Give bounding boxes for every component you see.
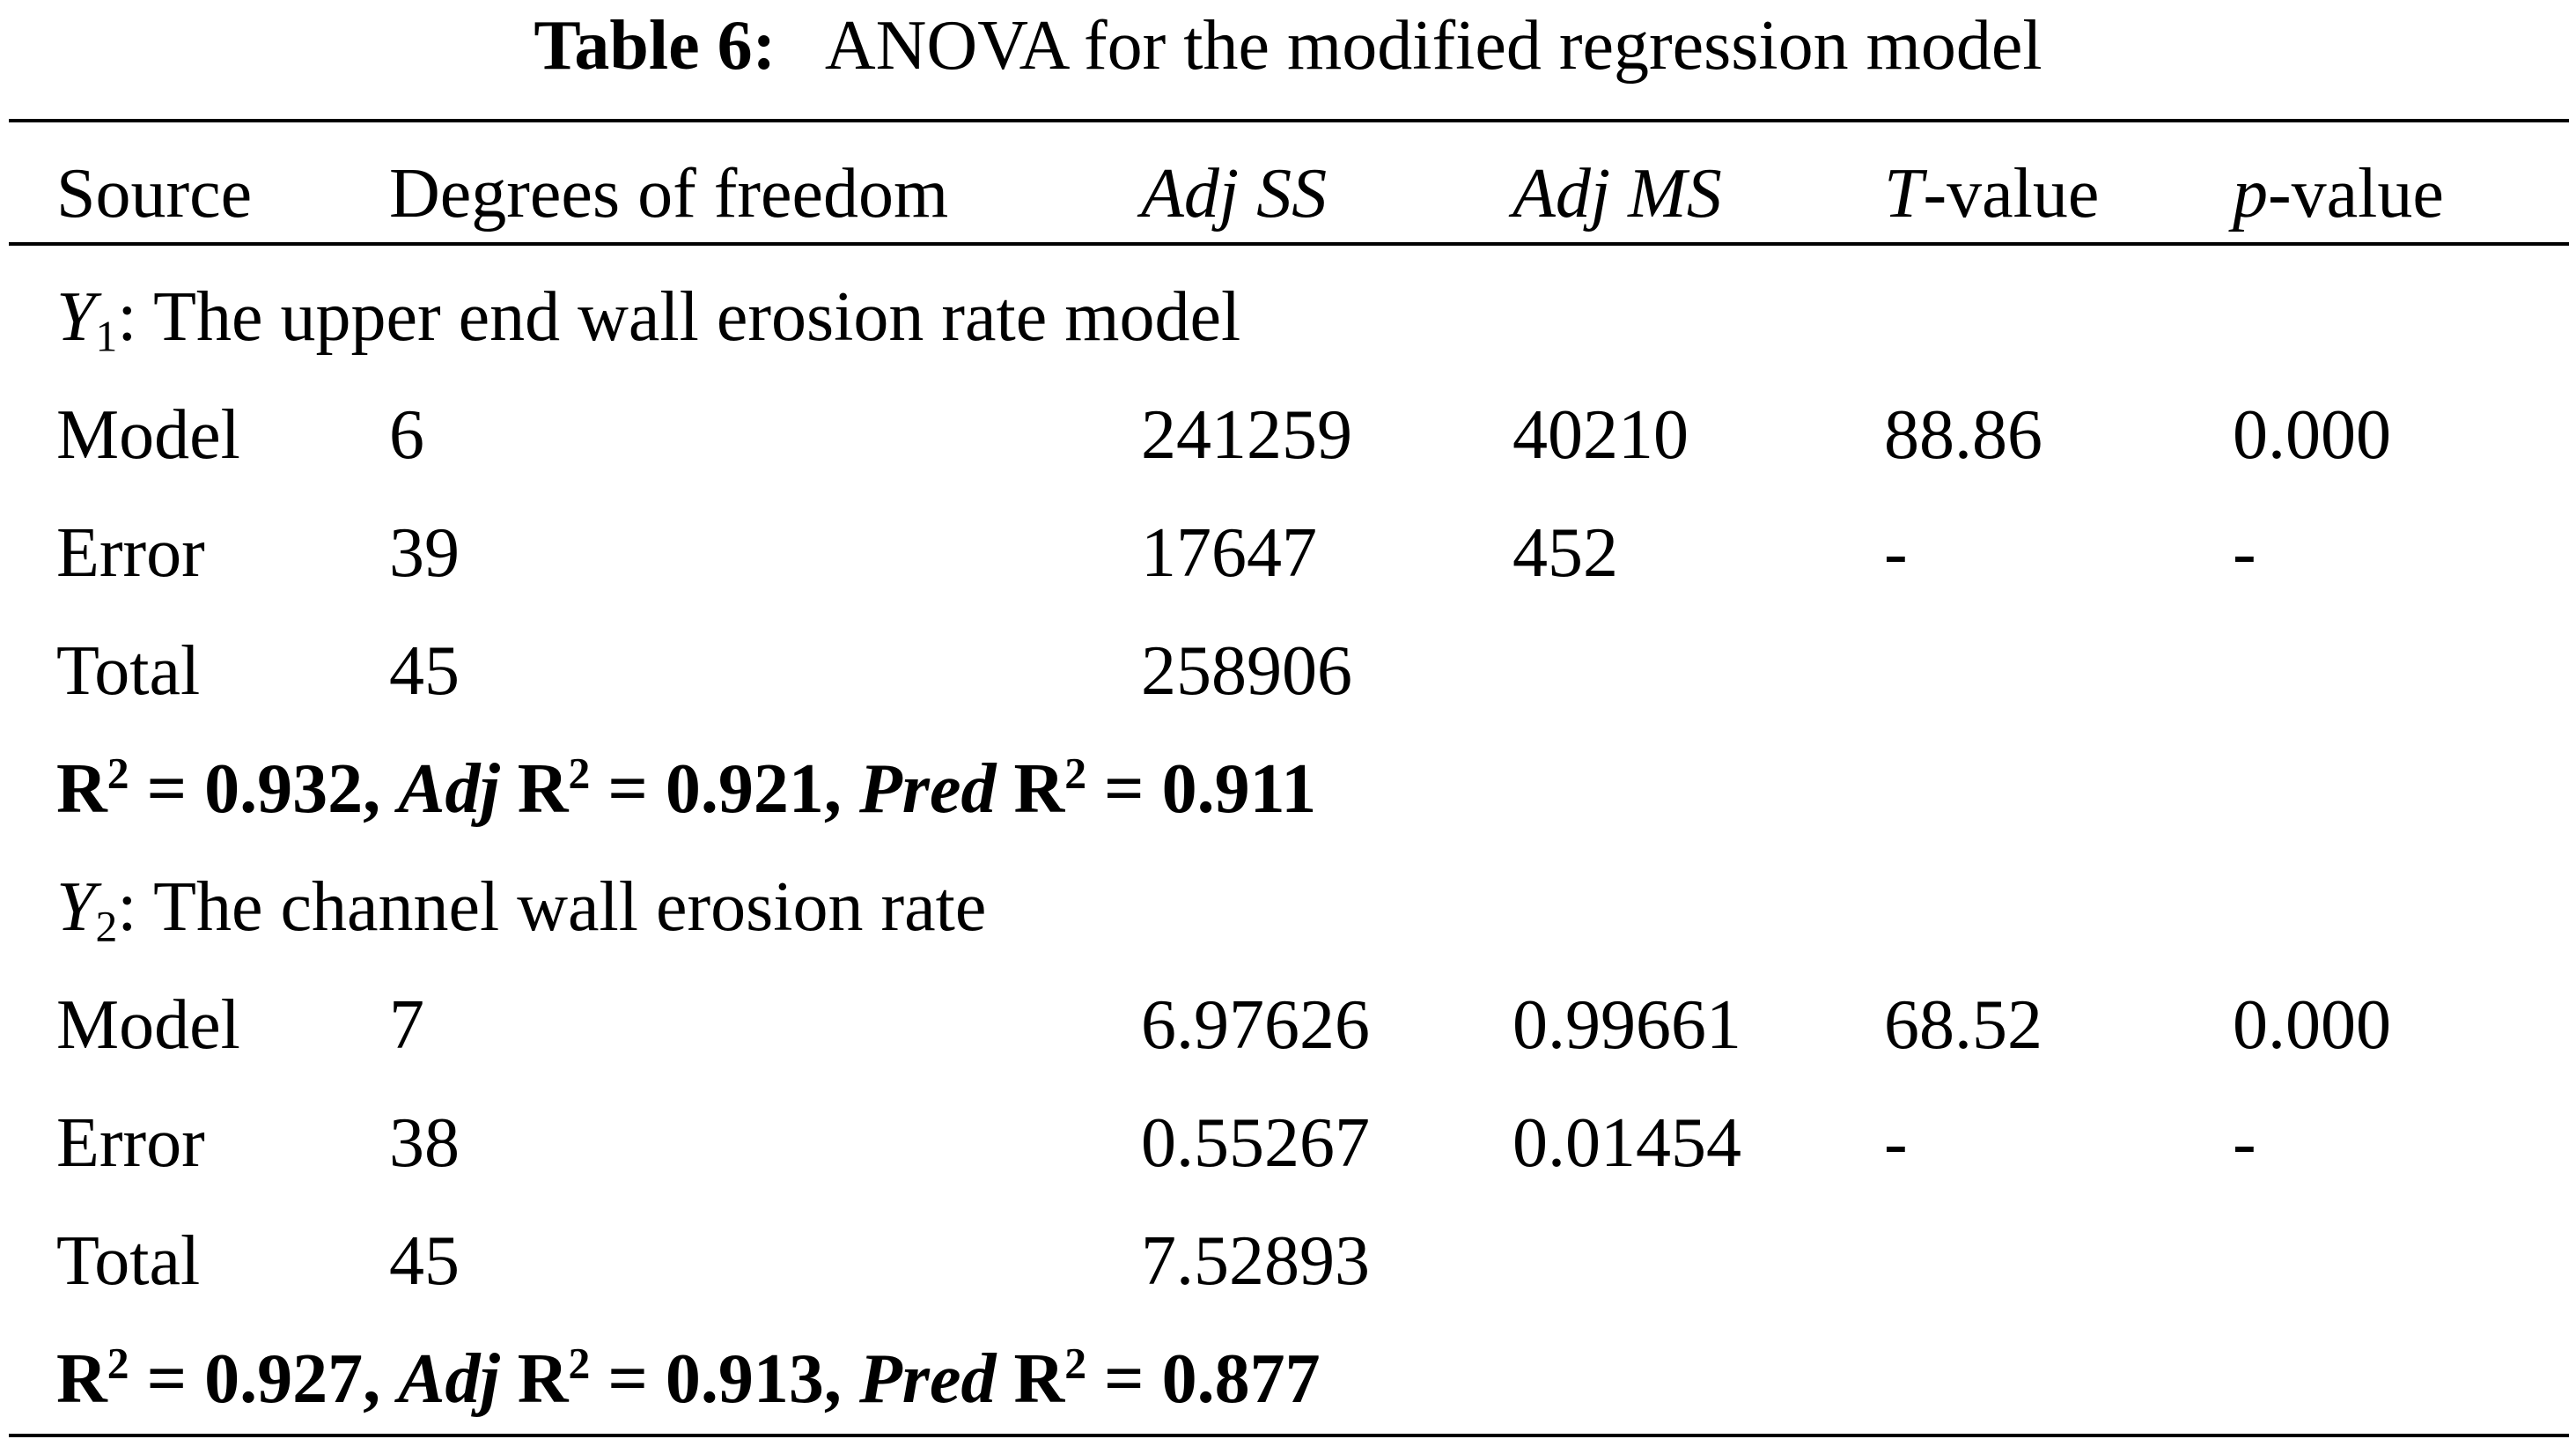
adj-r2-exp: 2 — [568, 1339, 591, 1388]
r2-exp: 2 — [107, 749, 129, 798]
cell-adj-ss: 241259 — [1141, 396, 1352, 474]
header-p-suffix: -value — [2268, 155, 2444, 232]
adj-r2-exp: 2 — [568, 749, 591, 798]
pred-r2-value: = 0.911 — [1086, 750, 1317, 828]
table-row: Model 7 6.97626 0.99661 68.52 0.000 — [0, 966, 2576, 1084]
cell-p-value: - — [2233, 514, 2256, 592]
r2-exp: 2 — [107, 1339, 129, 1388]
fit-stats-y2-text: R2 = 0.927, Adj R2 = 0.913, Pred R2 = 0.… — [56, 1320, 1321, 1438]
fit-stats-y1: R2 = 0.932, Adj R2 = 0.921, Pred R2 = 0.… — [0, 730, 2576, 848]
top-rule — [9, 119, 2569, 122]
cell-adj-ms: 40210 — [1512, 396, 1689, 474]
cell-p-value: 0.000 — [2233, 986, 2391, 1064]
r2-value: = 0.932, — [129, 750, 399, 828]
header-rule — [9, 242, 2569, 246]
r2-value: = 0.927, — [129, 1340, 399, 1418]
header-p-prefix: p — [2233, 155, 2268, 232]
cell-t-value: 88.86 — [1884, 396, 2042, 474]
y2-title: : The channel wall erosion rate — [117, 868, 987, 946]
header-p-value: p-value — [2233, 135, 2444, 253]
section-title-y1: Y1: The upper end wall erosion rate mode… — [0, 258, 2576, 376]
cell-dof: 6 — [389, 396, 424, 474]
adj-word: Adj — [398, 1340, 500, 1418]
y2-sub: 2 — [95, 902, 118, 951]
cell-adj-ss: 17647 — [1141, 514, 1317, 592]
cell-adj-ss: 6.97626 — [1141, 986, 1370, 1064]
cell-adj-ms: 0.99661 — [1512, 986, 1741, 1064]
cell-dof: 7 — [389, 986, 424, 1064]
cell-t-value: 68.52 — [1884, 986, 2042, 1064]
cell-dof: 45 — [389, 1222, 460, 1300]
cell-t-value: - — [1884, 1104, 1908, 1182]
cell-adj-ss: 0.55267 — [1141, 1104, 1370, 1182]
cell-source: Error — [56, 514, 205, 592]
cell-source: Model — [56, 986, 240, 1064]
cell-dof: 45 — [389, 632, 460, 710]
cell-adj-ss: 7.52893 — [1141, 1222, 1370, 1300]
header-row: Source Degrees of freedom Adj SS Adj MS … — [0, 135, 2576, 253]
header-adj-ms: Adj MS — [1512, 155, 1722, 232]
cell-t-value: - — [1884, 514, 1908, 592]
adj-word: Adj — [398, 750, 500, 828]
fit-stats-y1-text: R2 = 0.932, Adj R2 = 0.921, Pred R2 = 0.… — [56, 730, 1316, 848]
cell-adj-ss: 258906 — [1141, 632, 1352, 710]
table-row: Model 6 241259 40210 88.86 0.000 — [0, 376, 2576, 494]
table-row: Total 45 7.52893 — [0, 1202, 2576, 1320]
caption-label: Table 6: — [534, 7, 776, 85]
pred-r2-exp: 2 — [1064, 749, 1087, 798]
pred-r2-value: = 0.877 — [1086, 1340, 1321, 1418]
adj-r2-value: = 0.913, — [590, 1340, 859, 1418]
adj-r2-label: R — [499, 750, 569, 828]
y2-var: Y — [56, 868, 96, 946]
y1-title: : The upper end wall erosion rate model — [117, 278, 1241, 356]
cell-adj-ms: 452 — [1512, 514, 1618, 592]
cell-source: Model — [56, 396, 240, 474]
header-adj-ss: Adj SS — [1141, 155, 1328, 232]
table-row: Error 38 0.55267 0.01454 - - — [0, 1084, 2576, 1202]
cell-source: Total — [56, 632, 201, 710]
pred-r2-label: R — [996, 1340, 1065, 1418]
table-caption: Table 6: ANOVA for the modified regressi… — [0, 4, 2576, 88]
caption-spacer — [793, 7, 811, 85]
fit-stats-y2: R2 = 0.927, Adj R2 = 0.913, Pred R2 = 0.… — [0, 1320, 2576, 1438]
cell-source: Total — [56, 1222, 201, 1300]
adj-r2-label: R — [499, 1340, 569, 1418]
pred-word: Pred — [858, 750, 997, 828]
header-t-value: T-value — [1884, 135, 2099, 253]
pred-r2-exp: 2 — [1064, 1339, 1087, 1388]
pred-word: Pred — [858, 1340, 997, 1418]
adj-r2-value: = 0.921, — [590, 750, 859, 828]
section-title-y1-text: Y1: The upper end wall erosion rate mode… — [56, 258, 1240, 376]
header-source: Source — [56, 155, 253, 232]
cell-dof: 39 — [389, 514, 460, 592]
y1-var: Y — [56, 278, 96, 356]
header-dof: Degrees of freedom — [389, 155, 949, 232]
header-t-prefix: T — [1884, 155, 1924, 232]
cell-adj-ms: 0.01454 — [1512, 1104, 1741, 1182]
table-row: Total 45 258906 — [0, 612, 2576, 730]
cell-source: Error — [56, 1104, 205, 1182]
r2-label: R — [56, 750, 107, 828]
cell-p-value: - — [2233, 1104, 2256, 1182]
caption-text: ANOVA for the modified regression model — [824, 7, 2042, 85]
r2-label: R — [56, 1340, 107, 1418]
table-row: Error 39 17647 452 - - — [0, 494, 2576, 612]
header-t-suffix: -value — [1923, 155, 2100, 232]
cell-p-value: 0.000 — [2233, 396, 2391, 474]
pred-r2-label: R — [996, 750, 1065, 828]
section-title-y2: Y2: The channel wall erosion rate — [0, 848, 2576, 966]
cell-dof: 38 — [389, 1104, 460, 1182]
y1-sub: 1 — [95, 312, 118, 361]
section-title-y2-text: Y2: The channel wall erosion rate — [56, 848, 986, 966]
bottom-rule — [9, 1434, 2569, 1437]
